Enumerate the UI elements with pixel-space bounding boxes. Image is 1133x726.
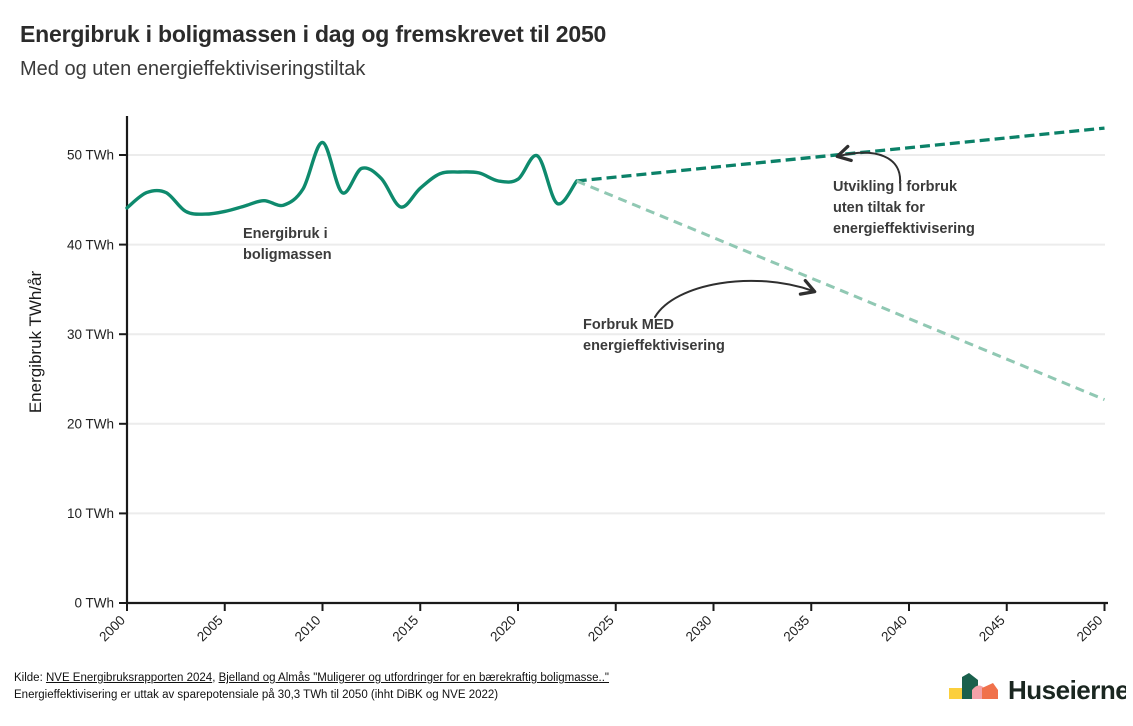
x-tick-label: 2020 [487, 613, 519, 645]
x-tick-label: 2005 [194, 613, 226, 645]
page-subtitle: Med og uten energieffektiviseringstiltak [20, 58, 366, 80]
series-line-0 [125, 140, 579, 216]
series-line-1 [576, 126, 1105, 183]
x-tick-label: 2040 [878, 613, 910, 645]
y-gridlines [128, 154, 1105, 515]
source-line-1: Kilde: NVE Energibruksrapporten 2024, Bj… [14, 670, 609, 687]
x-tick-label: 2025 [585, 613, 617, 645]
x-tick-label: 2000 [96, 613, 128, 645]
page-title: Energibruk i boligmassen i dag og fremsk… [20, 21, 607, 47]
y-tick-label: 20 TWh [67, 417, 114, 432]
logo-coral-house [982, 683, 998, 699]
source-separator: , [212, 672, 219, 684]
arrow-to-uten-line [835, 144, 902, 184]
x-tick-label: 2015 [390, 613, 422, 645]
y-axis-title: Energibruk TWh/år [26, 270, 45, 413]
x-axis-ticks: 2000 2005 2010 2015 2020 2025 2030 2035 2040 2045… [96, 603, 1106, 645]
y-tick-label: 50 TWh [67, 148, 114, 163]
logo-yellow-block [949, 688, 964, 699]
y-tick-label: 0 TWh [74, 596, 114, 611]
source-link-nve[interactable]: NVE Energibruksrapporten 2024 [45, 672, 213, 684]
axes [125, 116, 1108, 605]
annotation-uten-tiltak: Utvikling i forbruk uten tiltak for ener… [833, 179, 975, 238]
y-tick-label: 10 TWh [67, 506, 114, 521]
arrow-to-med-line [654, 278, 817, 318]
huseierne-logo: Huseierne [949, 673, 1126, 705]
source-link-bjelland[interactable]: Bjelland og Almås "Muligerer og utfordri… [218, 672, 609, 684]
x-tick-label: 2035 [781, 613, 813, 645]
annotation-historical-series: Energibruk i boligmassen [243, 226, 332, 264]
y-tick-label: 30 TWh [67, 327, 114, 342]
series-line-2 [576, 179, 1106, 401]
y-tick-label: 40 TWh [67, 237, 114, 252]
source-line-2: Energieffektivisering er uttak av sparep… [14, 688, 499, 701]
x-tick-label: 2030 [683, 613, 715, 645]
x-tick-label: 2010 [292, 613, 324, 645]
annotation-med-tiltak: Forbruk MED energieffektivisering [583, 317, 725, 355]
logo-wordmark: Huseierne [1008, 675, 1126, 705]
kilde-label: Kilde: [14, 672, 46, 684]
x-tick-label: 2045 [976, 613, 1008, 645]
x-tick-label: 2050 [1074, 613, 1106, 645]
y-axis-ticks: 0 TWh 10 TWh 20 TWh 30 TWh 40 TWh 50 TWh [67, 148, 127, 611]
source-footer: Kilde: NVE Energibruksrapporten 2024, Bj… [14, 670, 609, 703]
